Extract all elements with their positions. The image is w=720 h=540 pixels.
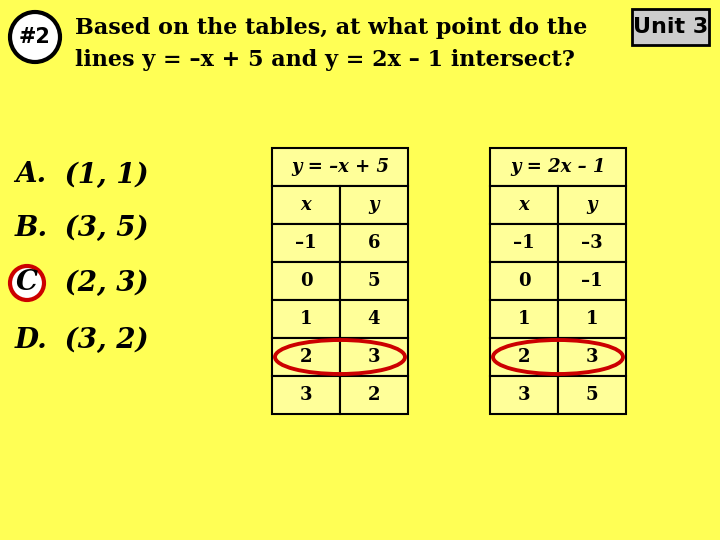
Text: x: x [301,196,311,214]
FancyBboxPatch shape [558,224,626,262]
Text: 6: 6 [368,234,380,252]
Text: –1: –1 [513,234,535,252]
FancyBboxPatch shape [558,262,626,300]
Text: D.: D. [15,327,48,354]
Text: 0: 0 [300,272,312,290]
FancyBboxPatch shape [490,186,558,224]
Text: 1: 1 [518,310,530,328]
FancyBboxPatch shape [558,338,626,376]
FancyBboxPatch shape [340,300,408,338]
FancyBboxPatch shape [490,262,558,300]
Text: (3, 2): (3, 2) [55,327,148,354]
FancyBboxPatch shape [340,224,408,262]
Circle shape [10,12,60,62]
Text: 2: 2 [300,348,312,366]
FancyBboxPatch shape [272,376,340,414]
FancyBboxPatch shape [340,186,408,224]
FancyBboxPatch shape [558,376,626,414]
Text: –1: –1 [295,234,317,252]
Text: 4: 4 [368,310,380,328]
Text: –1: –1 [581,272,603,290]
Text: 2: 2 [518,348,530,366]
FancyBboxPatch shape [272,224,340,262]
FancyBboxPatch shape [558,186,626,224]
FancyBboxPatch shape [490,300,558,338]
FancyBboxPatch shape [340,262,408,300]
Text: C: C [16,269,38,296]
Text: 5: 5 [585,386,598,404]
Text: lines y = –x + 5 and y = 2x – 1 intersect?: lines y = –x + 5 and y = 2x – 1 intersec… [75,49,575,71]
FancyBboxPatch shape [340,338,408,376]
Text: (1, 1): (1, 1) [55,161,148,188]
Text: B.: B. [15,214,48,241]
Text: 3: 3 [300,386,312,404]
Text: y = –x + 5: y = –x + 5 [291,158,389,176]
FancyBboxPatch shape [272,300,340,338]
Text: –3: –3 [581,234,603,252]
FancyBboxPatch shape [272,262,340,300]
Text: y = 2x – 1: y = 2x – 1 [510,158,606,176]
Text: 3: 3 [368,348,380,366]
FancyBboxPatch shape [340,376,408,414]
Text: x: x [518,196,529,214]
Text: y: y [369,196,379,214]
Ellipse shape [10,266,44,300]
FancyBboxPatch shape [490,148,626,186]
FancyBboxPatch shape [490,338,558,376]
Text: 1: 1 [586,310,598,328]
FancyBboxPatch shape [490,376,558,414]
FancyBboxPatch shape [558,300,626,338]
Text: 5: 5 [368,272,380,290]
Text: 1: 1 [300,310,312,328]
Text: y: y [587,196,598,214]
Text: 3: 3 [518,386,530,404]
FancyBboxPatch shape [632,9,709,45]
FancyBboxPatch shape [272,148,408,186]
Text: Based on the tables, at what point do the: Based on the tables, at what point do th… [75,17,588,39]
FancyBboxPatch shape [490,224,558,262]
Text: A.: A. [15,161,46,188]
Text: 0: 0 [518,272,531,290]
FancyBboxPatch shape [272,186,340,224]
Text: #2: #2 [19,27,51,47]
Text: (2, 3): (2, 3) [55,269,148,296]
Text: 3: 3 [586,348,598,366]
Text: Unit 3: Unit 3 [633,17,708,37]
FancyBboxPatch shape [272,338,340,376]
Text: (3, 5): (3, 5) [55,214,148,241]
Text: 2: 2 [368,386,380,404]
